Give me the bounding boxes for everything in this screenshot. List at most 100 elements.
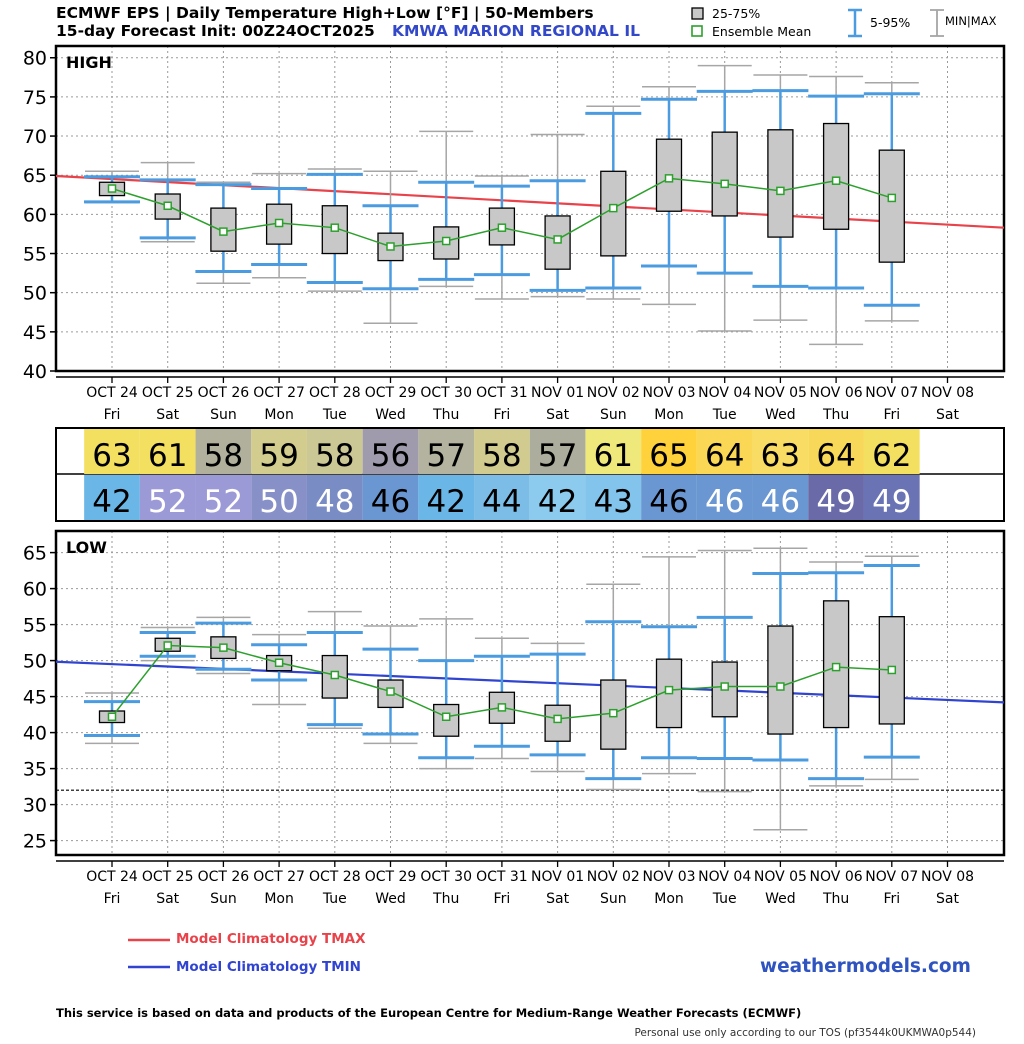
x-weekday-label: Tue xyxy=(712,891,737,907)
x-weekday-label: Fri xyxy=(494,891,511,907)
x-date-label: NOV 01 xyxy=(531,869,584,885)
table-high-value: 61 xyxy=(148,438,187,474)
legend-whisker-label: 5-95% xyxy=(870,15,911,30)
table-high-cell xyxy=(696,429,753,474)
x-weekday-label: Sat xyxy=(936,407,959,423)
table-high-value: 59 xyxy=(259,438,298,474)
y-tick-label: 30 xyxy=(23,795,47,817)
panel-frame xyxy=(54,529,1006,857)
panel-frame xyxy=(54,44,1006,373)
y-tick-label: 70 xyxy=(23,126,47,148)
table-high-value: 65 xyxy=(649,438,688,474)
y-tick-label: 55 xyxy=(23,615,47,637)
table-high-value: 58 xyxy=(204,438,243,474)
x-date-label: OCT 25 xyxy=(142,869,194,885)
x-date-label: OCT 31 xyxy=(476,869,528,885)
ensemble-mean-marker xyxy=(609,708,618,718)
table-high-cell xyxy=(251,429,307,474)
table-low-value: 42 xyxy=(538,484,577,520)
x-weekday-label: Thu xyxy=(822,407,849,423)
table-low-value: 42 xyxy=(426,484,465,520)
iqr-box xyxy=(488,691,516,724)
ensemble-mean-marker xyxy=(497,223,507,232)
table-low-value: 50 xyxy=(259,484,298,520)
x-date-label: OCT 26 xyxy=(198,385,250,401)
station-name: KMWA MARION REGIONAL IL xyxy=(392,22,640,40)
table-low-cell xyxy=(306,475,363,520)
x-weekday-label: Thu xyxy=(432,407,459,423)
brand-link[interactable]: weathermodels.com xyxy=(760,956,971,977)
x-weekday-label: Fri xyxy=(883,891,900,907)
y-tick-label: 80 xyxy=(23,48,47,70)
y-tick-label: 60 xyxy=(23,579,47,601)
legend-box-label: 25-75% xyxy=(712,6,761,21)
table-low-value: 52 xyxy=(204,484,243,520)
x-weekday-label: Fri xyxy=(104,891,121,907)
table-low-cell xyxy=(752,475,809,520)
table-high-cell xyxy=(195,429,252,474)
table-high-value: 58 xyxy=(315,438,354,474)
x-weekday-label: Sun xyxy=(210,407,237,423)
x-date-label: NOV 03 xyxy=(642,385,695,401)
x-date-label: OCT 27 xyxy=(253,869,305,885)
x-date-label: OCT 28 xyxy=(309,869,361,885)
forecast-chart: 40 45 50 55 60 65 70 75 80 HIGH OCT 24 Fri OCT 25 Sat… xyxy=(23,7,1006,969)
panel-label: HIGH xyxy=(66,53,112,72)
x-weekday-label: Sun xyxy=(600,891,627,907)
ensemble-mean-marker xyxy=(553,714,562,724)
legend-clim-tmax-label: Model Climatology TMAX xyxy=(176,931,366,947)
table-high-cell xyxy=(863,429,920,474)
y-tick-label: 35 xyxy=(23,759,47,781)
ensemble-mean-marker xyxy=(720,682,729,691)
legend-mean-label: Ensemble Mean xyxy=(712,24,812,39)
x-weekday-label: Fri xyxy=(104,407,121,423)
table-high-value: 57 xyxy=(426,438,465,474)
table-high-cell xyxy=(474,429,530,474)
table-low-cell xyxy=(529,475,586,520)
table-low-value: 44 xyxy=(482,484,521,520)
x-weekday-label: Tue xyxy=(322,891,347,907)
table-low-value: 43 xyxy=(594,484,633,520)
table-high-value: 62 xyxy=(872,438,911,474)
x-date-label: NOV 08 xyxy=(921,385,974,401)
ensemble-mean-marker xyxy=(553,235,562,244)
x-weekday-label: Thu xyxy=(822,891,849,907)
x-weekday-label: Sun xyxy=(210,891,237,907)
ensemble-mean-marker xyxy=(274,218,284,228)
x-date-label: OCT 26 xyxy=(198,869,250,885)
ensemble-mean-marker xyxy=(497,703,507,712)
x-weekday-label: Mon xyxy=(654,407,684,423)
table-high-value: 64 xyxy=(705,438,744,474)
ensemble-mean-marker xyxy=(887,665,897,675)
table-high-cell xyxy=(306,429,363,474)
table-low-cell xyxy=(362,475,419,520)
high-temperature-panel: 40 45 50 55 60 65 70 75 80 HIGH OCT 24 Fri OCT 25 Sat… xyxy=(23,44,1006,423)
ensemble-mean-marker xyxy=(664,685,674,695)
x-weekday-label: Wed xyxy=(765,407,796,423)
ensemble-mean-marker xyxy=(609,203,618,213)
y-tick-label: 45 xyxy=(23,322,47,344)
x-date-label: NOV 03 xyxy=(642,869,695,885)
table-high-value: 57 xyxy=(538,438,577,474)
x-weekday-label: Sun xyxy=(600,407,627,423)
x-weekday-label: Tue xyxy=(712,407,737,423)
table-high-value: 64 xyxy=(816,438,855,474)
table-low-cell xyxy=(696,475,753,520)
ensemble-mean-marker xyxy=(441,712,451,722)
x-weekday-label: Sat xyxy=(546,407,569,423)
legend-clim-tmin-label: Model Climatology TMIN xyxy=(176,959,361,975)
table-high-cell xyxy=(641,429,697,474)
table-low-value: 46 xyxy=(371,484,410,520)
x-weekday-label: Mon xyxy=(264,891,294,907)
x-date-label: OCT 24 xyxy=(86,385,138,401)
ensemble-mean-marker xyxy=(776,682,785,691)
x-weekday-label: Mon xyxy=(264,407,294,423)
table-low-cell xyxy=(251,475,307,520)
daily-summary-table: 63 61 58 59 58 56 57 58 57 61 65 64 63 64 62 42 52 52 50 48… xyxy=(55,427,1005,522)
x-weekday-label: Thu xyxy=(432,891,459,907)
panel-label: LOW xyxy=(66,538,107,557)
table-low-value: 46 xyxy=(761,484,800,520)
y-tick-label: 25 xyxy=(23,831,47,853)
y-tick-label: 60 xyxy=(23,204,47,226)
x-weekday-label: Sat xyxy=(936,891,959,907)
